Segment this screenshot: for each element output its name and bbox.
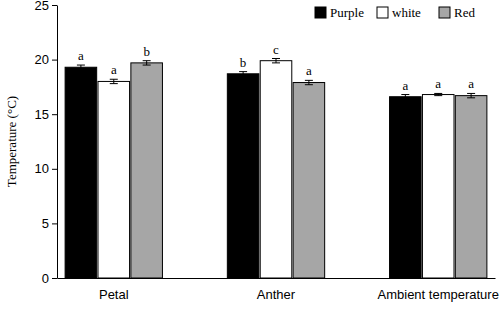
error-bar-line bbox=[434, 93, 442, 95]
error-bar bbox=[272, 59, 280, 63]
x-tick: Petal bbox=[99, 278, 129, 302]
x-tick-label: Petal bbox=[99, 287, 129, 302]
error-bar bbox=[305, 80, 313, 84]
error-bar-line bbox=[110, 79, 118, 83]
y-tick-label: 15 bbox=[35, 107, 49, 122]
significance-letter: c bbox=[273, 42, 279, 57]
y-tick-mark bbox=[52, 114, 57, 115]
error-bar-line bbox=[467, 93, 475, 97]
legend-label: Purple bbox=[330, 5, 364, 20]
y-tick: 5 bbox=[42, 216, 57, 231]
y-tick-label: 10 bbox=[35, 161, 49, 176]
bar bbox=[422, 95, 454, 278]
chart: 0 5 10 15 20 25 Petal Anther Ambient temperature… bbox=[0, 0, 500, 309]
y-tick-label: 20 bbox=[35, 52, 49, 67]
legend: Purple white Red bbox=[315, 5, 475, 20]
error-bar-line bbox=[77, 65, 85, 69]
significance-letter: a bbox=[402, 78, 408, 93]
significance-letter: a bbox=[468, 76, 474, 91]
significance-letter: a bbox=[435, 76, 441, 91]
y-tick: 0 bbox=[42, 271, 57, 286]
bar bbox=[65, 67, 97, 278]
y-axis-line bbox=[57, 6, 58, 279]
y-tick-mark bbox=[52, 223, 57, 224]
marks bbox=[65, 59, 487, 278]
legend-swatch bbox=[315, 7, 326, 18]
error-bar-line bbox=[239, 72, 247, 76]
error-bar bbox=[110, 79, 118, 83]
x-axis: Petal Anther Ambient temperature bbox=[58, 278, 499, 302]
plot: 0 5 10 15 20 25 Petal Anther Ambient temperature… bbox=[35, 0, 499, 302]
x-tick: Anther bbox=[257, 278, 296, 302]
x-axis-line bbox=[58, 278, 496, 279]
y-tick-label: 25 bbox=[35, 0, 49, 13]
significance-letter: a bbox=[306, 63, 312, 78]
y-tick-mark bbox=[52, 60, 57, 61]
y-tick-mark bbox=[52, 5, 57, 6]
bar bbox=[227, 74, 259, 278]
significance-letter: b bbox=[143, 44, 150, 59]
y-tick: 10 bbox=[35, 161, 57, 176]
error-bar-line bbox=[272, 59, 280, 63]
y-axis: 0 5 10 15 20 25 bbox=[35, 0, 58, 286]
legend-label: Red bbox=[454, 5, 475, 20]
significance-letter: a bbox=[78, 48, 84, 63]
y-tick-mark bbox=[52, 278, 57, 279]
legend-swatch bbox=[377, 7, 388, 18]
x-tick: Ambient temperature bbox=[378, 278, 499, 302]
error-bar-line bbox=[401, 95, 409, 99]
error-bar-line bbox=[305, 80, 313, 84]
y-tick-mark bbox=[52, 169, 57, 170]
error-bar-line bbox=[143, 61, 151, 65]
error-bar bbox=[467, 93, 475, 97]
bar bbox=[260, 61, 292, 278]
error-bar bbox=[401, 95, 409, 99]
y-tick-label: 5 bbox=[42, 216, 49, 231]
significance-letters: a b a a c a b a a bbox=[78, 42, 474, 93]
bar bbox=[131, 63, 163, 278]
legend-swatch bbox=[439, 7, 450, 18]
x-tick-label: Anther bbox=[257, 287, 296, 302]
significance-letter: b bbox=[240, 55, 247, 70]
error-bar bbox=[77, 65, 85, 69]
x-tick-label: Ambient temperature bbox=[378, 287, 499, 302]
y-tick-label: 0 bbox=[42, 271, 49, 286]
bar bbox=[293, 83, 325, 278]
error-bar bbox=[143, 61, 151, 65]
y-tick: 25 bbox=[35, 0, 57, 13]
significance-letter: a bbox=[111, 62, 117, 77]
bar bbox=[98, 81, 130, 278]
legend-label: white bbox=[392, 5, 421, 20]
bar bbox=[390, 97, 422, 278]
error-bar bbox=[434, 93, 442, 95]
y-axis-title: Temperature (°C) bbox=[4, 96, 19, 187]
bar bbox=[455, 96, 487, 278]
y-tick: 20 bbox=[35, 52, 57, 67]
y-tick: 15 bbox=[35, 107, 57, 122]
error-bar bbox=[239, 72, 247, 76]
